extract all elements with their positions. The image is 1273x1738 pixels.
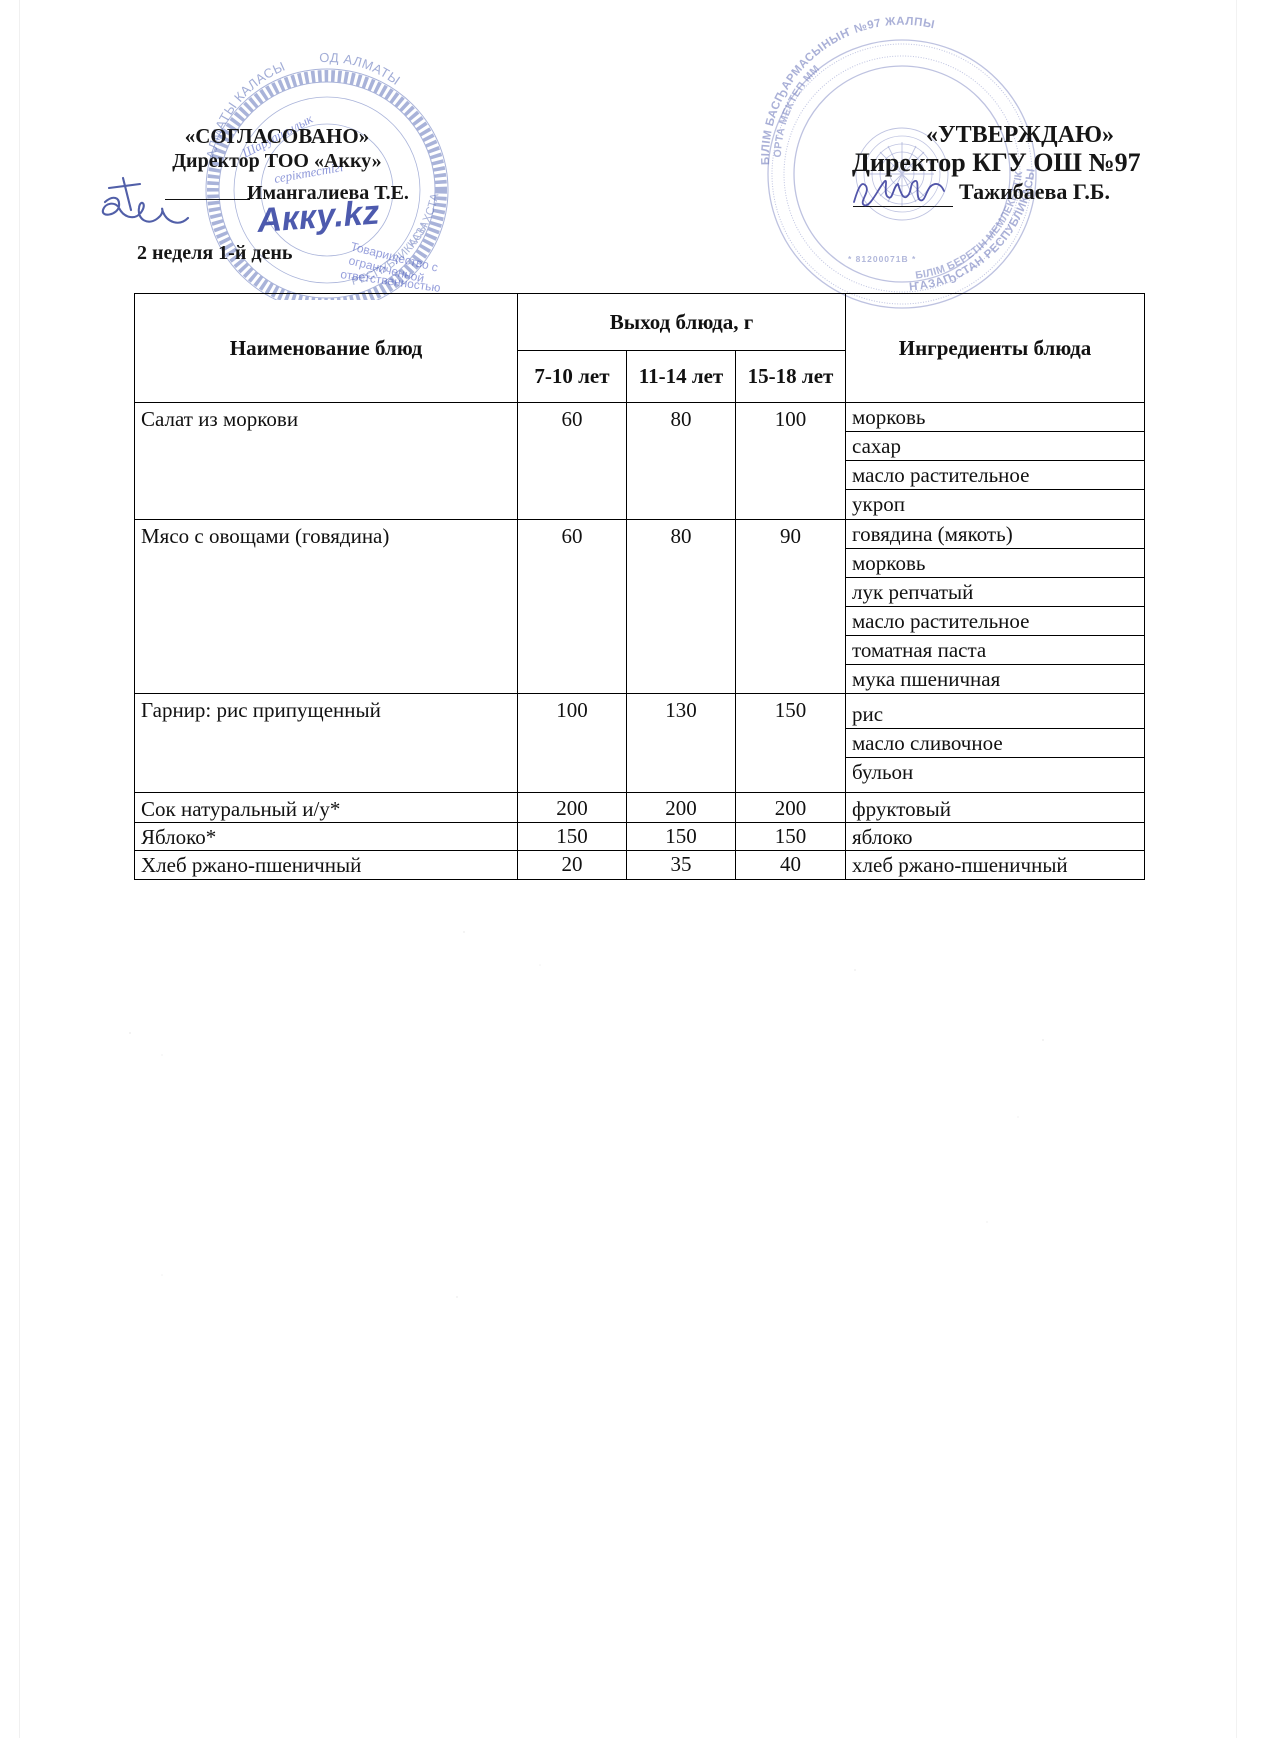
svg-text:БІЛІМ БАСҦАРМАСЫНЫҤ №97 ЖАЛПЫ: БІЛІМ БАСҦАРМАСЫНЫҤ №97 ЖАЛПЫ: [760, 16, 936, 166]
svg-text:* 81200071B *: * 81200071B *: [848, 254, 916, 264]
svg-text:ҤАЗАҦСТАН РЕСПУБЛИКАСЫ АЛМАТЫ: ҤАЗАҦСТАН РЕСПУБЛИКАСЫ АЛМАТЫ ҦАЛАСЫ: [0, 0, 1038, 294]
svg-text:БІЛІМ БЕРЕТІН МЕМЛЕКЕТТІК МЕКЕ: БІЛІМ БЕРЕТІН МЕМЛЕКЕТТІК МЕКЕМЕСІ: [0, 0, 1025, 282]
